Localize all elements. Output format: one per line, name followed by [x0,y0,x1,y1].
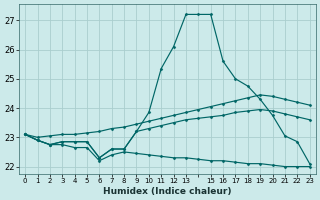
X-axis label: Humidex (Indice chaleur): Humidex (Indice chaleur) [103,187,232,196]
